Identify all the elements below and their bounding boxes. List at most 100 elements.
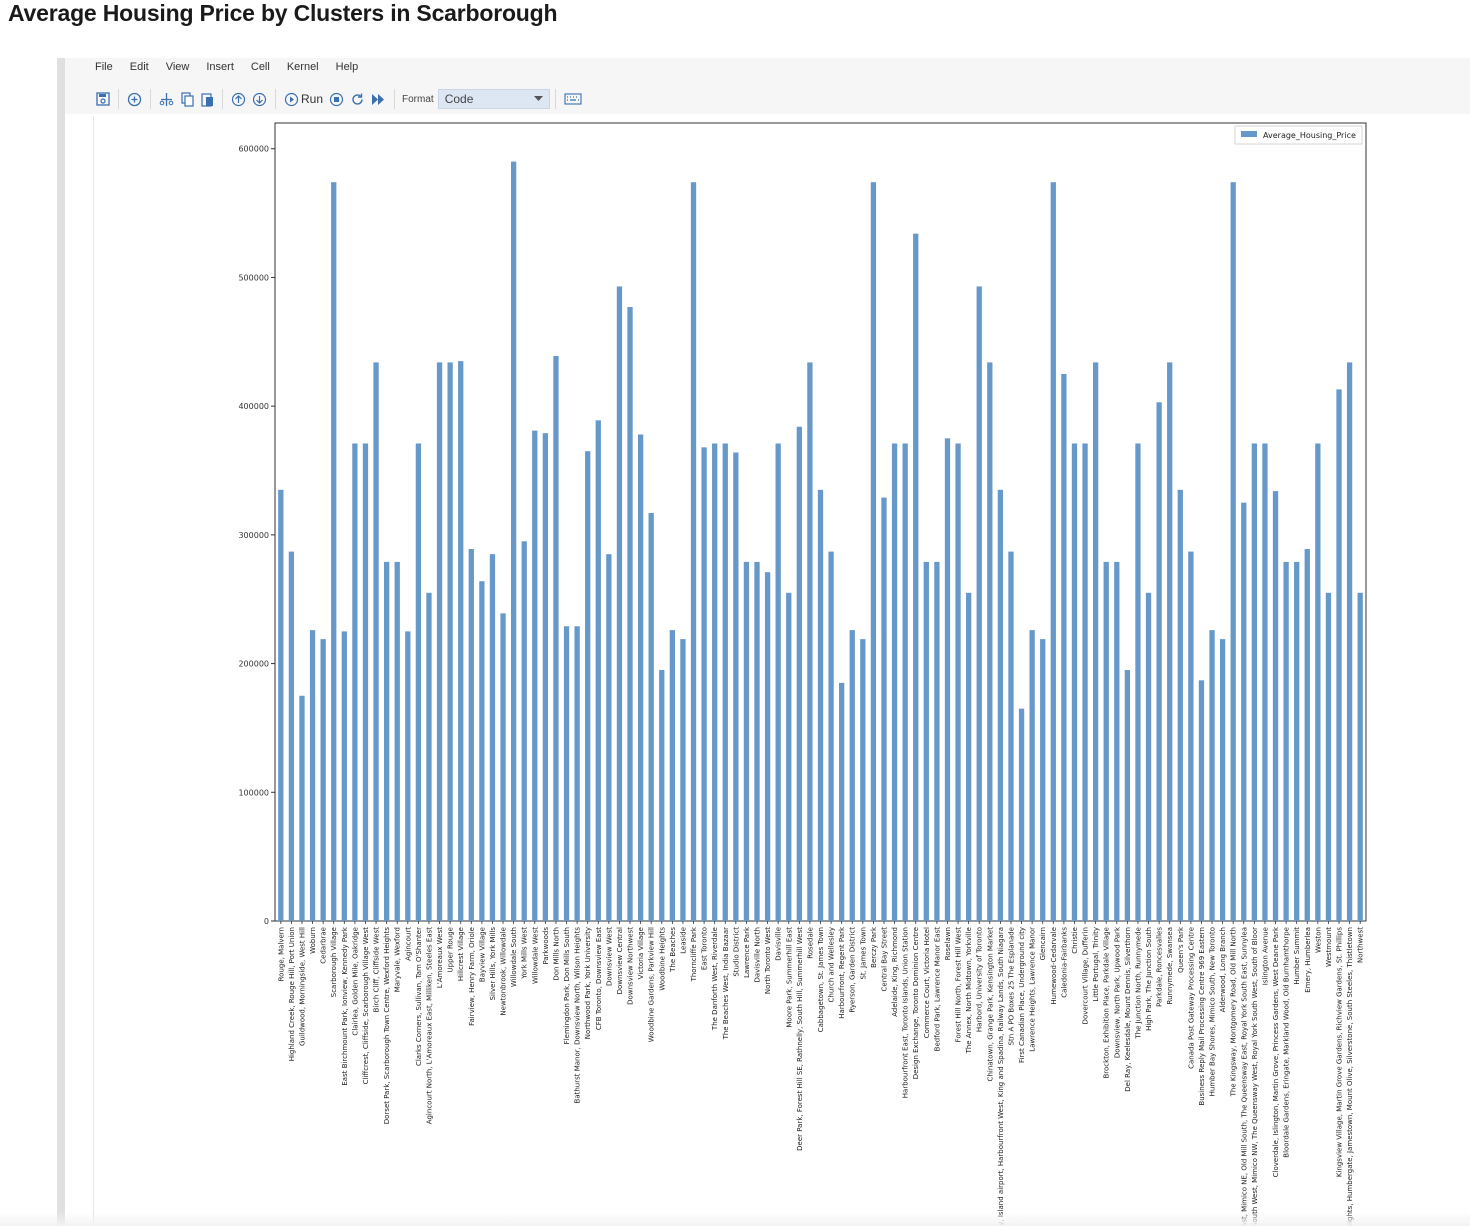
menu-help[interactable]: Help xyxy=(335,61,359,73)
save-icon[interactable] xyxy=(93,88,113,110)
bar xyxy=(764,572,771,921)
x-tick-label: First Canadian Place, Underground city xyxy=(1018,927,1026,1063)
y-tick-label: 600000 xyxy=(238,145,269,154)
bar xyxy=(1114,561,1120,921)
x-tick-label: Humber Summit xyxy=(1293,927,1301,985)
bar xyxy=(1092,362,1099,921)
bar xyxy=(1008,551,1014,921)
bar xyxy=(1346,362,1353,921)
x-tick-label: Alderwood, Long Branch xyxy=(1219,927,1227,1012)
toolbar: Run Format Code xyxy=(93,87,585,111)
stop-icon[interactable] xyxy=(326,88,347,110)
x-tick-label: Downsview Northwest xyxy=(627,927,635,1005)
x-tick-label: Dovercourt Village, Dufferin xyxy=(1082,927,1090,1024)
bar xyxy=(436,362,443,921)
x-tick-label: Glencairn xyxy=(1039,927,1047,960)
fast-forward-icon[interactable] xyxy=(368,88,389,110)
x-tick-label: Cliffcrest, Cliffside, Scarborough Villa… xyxy=(362,927,370,1085)
bar xyxy=(1272,491,1279,921)
bar xyxy=(1262,443,1268,921)
bar xyxy=(383,561,390,921)
x-tick-label: Central Bay Street xyxy=(880,927,888,992)
x-tick-label: Humewood-Cedarvale xyxy=(1050,927,1058,1005)
bar xyxy=(606,554,612,921)
x-tick-label: Business Reply Mail Processing Centre 96… xyxy=(1198,927,1206,1106)
x-tick-label: Runnymede, Swansea xyxy=(1166,927,1174,1004)
x-tick-label: York Mills West xyxy=(521,927,529,980)
bar xyxy=(1304,549,1310,921)
run-label: Run xyxy=(301,92,324,106)
x-tick-label: Maryvale, Wexford xyxy=(394,927,402,992)
x-tick-label: Design Exchange, Toronto Dominion Centre xyxy=(912,927,920,1079)
bar xyxy=(299,695,305,921)
x-tick-label: Studio District xyxy=(732,927,740,977)
toolbar-divider xyxy=(394,89,396,109)
paste-icon[interactable] xyxy=(197,88,217,110)
x-tick-label: Downsview, North Park, Upwood Park xyxy=(1113,926,1121,1058)
menu-file[interactable]: File xyxy=(95,61,113,73)
bar xyxy=(1357,592,1363,921)
copy-icon[interactable] xyxy=(177,88,197,110)
y-tick-label: 200000 xyxy=(238,660,269,669)
x-tick-label: Brockton, Exhibition Place, Parkdale Vil… xyxy=(1103,927,1111,1079)
bar xyxy=(1251,443,1258,921)
x-tick-label: Northwood Park, York University xyxy=(584,927,592,1039)
x-tick-label: Thorncliffe Park xyxy=(690,926,698,982)
bar xyxy=(881,497,887,921)
y-tick-label: 500000 xyxy=(238,273,269,282)
x-tick-label: The Danforth West, Riverdale xyxy=(711,927,719,1031)
menu-edit[interactable]: Edit xyxy=(129,61,149,73)
menu-cell[interactable]: Cell xyxy=(250,61,270,73)
bar xyxy=(690,182,697,922)
restart-icon[interactable] xyxy=(347,88,368,110)
x-tick-label: Parkdale, Roncesvalles xyxy=(1156,927,1164,1007)
bar xyxy=(987,362,993,921)
bar xyxy=(426,592,432,921)
keyboard-icon[interactable] xyxy=(561,88,585,110)
x-tick-label: Del Ray, Keelesdale, Mount Dennis, Silve… xyxy=(1124,927,1132,1092)
x-tick-label: Silver Hills, York Mills xyxy=(489,927,497,1001)
x-tick-label: Ryerson, Garden District xyxy=(849,927,857,1013)
bar xyxy=(309,630,316,921)
bar xyxy=(415,443,422,921)
x-tick-label: The Beaches West, India Bazaar xyxy=(722,927,730,1041)
x-tick-label: Deer Park, Forest Hill SE, Rathnelly, So… xyxy=(796,927,804,1151)
x-tick-label: Bedford Park, Lawrence Manor East xyxy=(933,927,941,1052)
bar xyxy=(1071,443,1078,921)
menubar: File Edit View Insert Cell Kernel Help xyxy=(95,61,375,79)
bar xyxy=(1167,362,1173,921)
move-down-icon[interactable] xyxy=(249,88,270,110)
add-cell-icon[interactable] xyxy=(124,88,145,110)
bar xyxy=(1135,443,1141,921)
format-select[interactable]: Code xyxy=(437,89,550,109)
x-tick-label: East Toronto xyxy=(701,927,709,970)
x-tick-label: Bloordale Gardens, Eringate, Markland Wo… xyxy=(1283,927,1291,1158)
bar xyxy=(1241,502,1247,921)
menu-insert[interactable]: Insert xyxy=(206,61,234,73)
x-tick-label: Downsview West xyxy=(605,927,613,986)
x-tick-label: Woodbine Gardens, Parkview Hill xyxy=(648,927,656,1042)
bar xyxy=(860,639,866,921)
x-tick-label: The Annex, North Midtown, Yorkville xyxy=(965,927,973,1054)
bar xyxy=(1230,182,1236,922)
bar xyxy=(468,549,474,921)
bar xyxy=(659,670,665,921)
cut-icon[interactable] xyxy=(156,88,177,110)
bar xyxy=(362,443,369,921)
x-tick-label: Woodbine Heights xyxy=(658,927,666,991)
x-tick-label: The Junction North, Runnymede xyxy=(1134,927,1142,1040)
x-tick-label: Cabbagetown, St. James Town xyxy=(817,927,825,1032)
x-tick-label: Rosedale xyxy=(806,927,814,959)
menu-kernel[interactable]: Kernel xyxy=(286,61,319,73)
toolbar-divider xyxy=(275,89,276,109)
bar xyxy=(574,626,580,921)
move-up-icon[interactable] xyxy=(228,88,249,110)
bar xyxy=(648,512,654,921)
x-tick-label: Moore Park, Summerhill East xyxy=(785,927,793,1028)
run-button[interactable]: Run xyxy=(281,88,326,110)
bar xyxy=(966,592,972,921)
x-tick-label: Bayview Village xyxy=(478,927,486,982)
menu-view[interactable]: View xyxy=(165,61,190,73)
bar xyxy=(553,355,559,922)
